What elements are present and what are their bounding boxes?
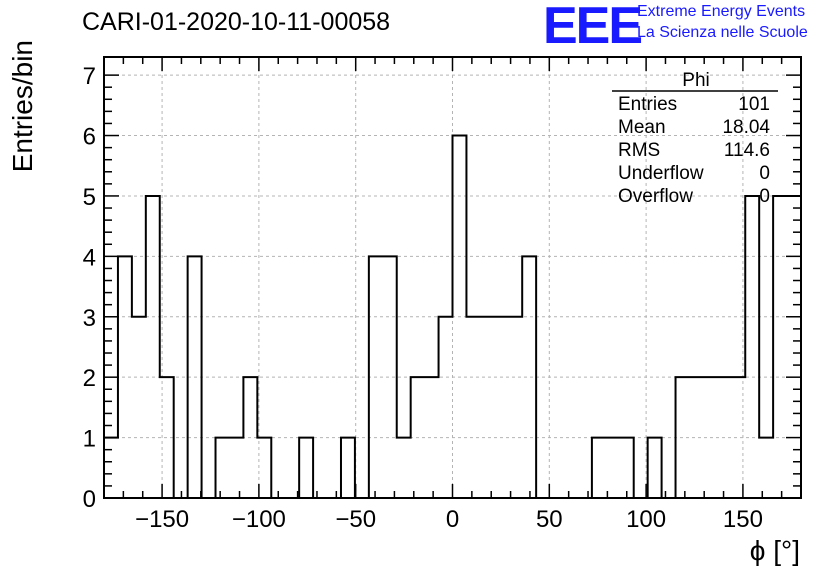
stats-row-label: Underflow: [618, 163, 704, 184]
stats-title: Phi: [682, 70, 709, 91]
stats-box: Phi Entries 101 Mean 18.04 RMS 114.6 Underflow…: [612, 70, 778, 207]
histogram-bar: [425, 377, 439, 498]
histogram-bar: [717, 377, 731, 498]
histogram-bar: [146, 196, 160, 498]
histogram-bar: [494, 317, 508, 498]
histogram-bar: [411, 377, 425, 498]
axis-ticks: [103, 57, 802, 499]
histogram-bar: [689, 377, 703, 498]
stats-row-value: 0: [759, 163, 770, 184]
histogram-step-line: [103, 134, 802, 499]
stats-row-label: Entries: [618, 94, 677, 115]
stats-row-value: 101: [738, 94, 770, 115]
histogram-bar: [522, 256, 536, 498]
plot-title: CARI-01-2020-10-11-00058: [82, 8, 391, 36]
y-tick-label: 6: [83, 124, 96, 151]
y-tick-labels: 0 1 2 3 4 5 6 7: [83, 63, 96, 513]
histogram-bar: [508, 317, 522, 498]
x-tick-label: 50: [536, 506, 563, 533]
x-tick-label: 0: [446, 506, 459, 533]
histogram-bar: [759, 438, 773, 498]
histogram-bar: [745, 196, 759, 498]
histogram-bar: [620, 438, 634, 498]
logo-text-line2: La Scienza nelle Scuole: [637, 24, 808, 41]
histogram-bar: [216, 438, 230, 498]
stats-row-label: RMS: [618, 140, 660, 161]
histogram-bar: [439, 317, 453, 498]
histogram-bar: [299, 438, 313, 498]
x-axis-title: ϕ [°]: [750, 535, 800, 566]
histogram-bar: [592, 438, 606, 498]
histogram-bar: [383, 256, 397, 498]
y-tick-label: 0: [83, 486, 96, 513]
histogram-bar: [160, 377, 174, 498]
histogram-bar: [243, 377, 257, 498]
histogram-bar: [731, 377, 745, 498]
y-tick-label: 3: [83, 305, 96, 332]
eee-logo: EEE Extreme Energy Events La Scienza nel…: [540, 0, 836, 55]
histogram-bar: [773, 196, 787, 498]
eee-logo-mark: EEE: [543, 0, 643, 55]
y-tick-label: 7: [83, 63, 96, 90]
y-tick-label: 2: [83, 365, 96, 392]
histogram-bar: [188, 256, 202, 498]
logo-text-line1: Extreme Energy Events: [637, 3, 806, 20]
x-tick-label: −50: [335, 506, 376, 533]
histogram-bar: [369, 256, 383, 498]
x-tick-labels: −150 −100 −50 0 50 100 150: [135, 506, 763, 533]
y-axis-title: Entries/bin: [7, 40, 38, 172]
x-tick-label: −150: [135, 506, 189, 533]
histogram-bar: [648, 438, 662, 498]
histogram-bar: [453, 136, 467, 498]
histogram-bar: [132, 317, 146, 498]
histogram-bar: [466, 317, 480, 498]
y-tick-label: 5: [83, 184, 96, 211]
histogram-bar: [480, 317, 494, 498]
histogram-bar: [118, 256, 132, 498]
histogram-bar: [676, 377, 690, 498]
y-tick-label: 4: [83, 244, 96, 271]
stats-row-label: Mean: [618, 117, 666, 138]
histogram-bar: [229, 438, 243, 498]
x-tick-label: 100: [626, 506, 666, 533]
histogram-bar: [703, 377, 717, 498]
histogram-bar: [341, 438, 355, 498]
histogram-bar: [606, 438, 620, 498]
stats-row-label: Overflow: [618, 186, 693, 207]
stats-row-value: 18.04: [722, 117, 770, 138]
stats-row-value: 114.6: [724, 140, 770, 161]
x-tick-label: 150: [723, 506, 763, 533]
x-tick-label: −100: [232, 506, 286, 533]
stats-rows: Entries 101 Mean 18.04 RMS 114.6 Underflow 0 Ove…: [618, 94, 770, 207]
histogram-bar: [104, 438, 118, 498]
y-tick-label: 1: [83, 426, 96, 453]
stats-row-value: 0: [759, 186, 770, 207]
histogram-bar: [787, 196, 801, 498]
histogram-bar: [397, 438, 411, 498]
